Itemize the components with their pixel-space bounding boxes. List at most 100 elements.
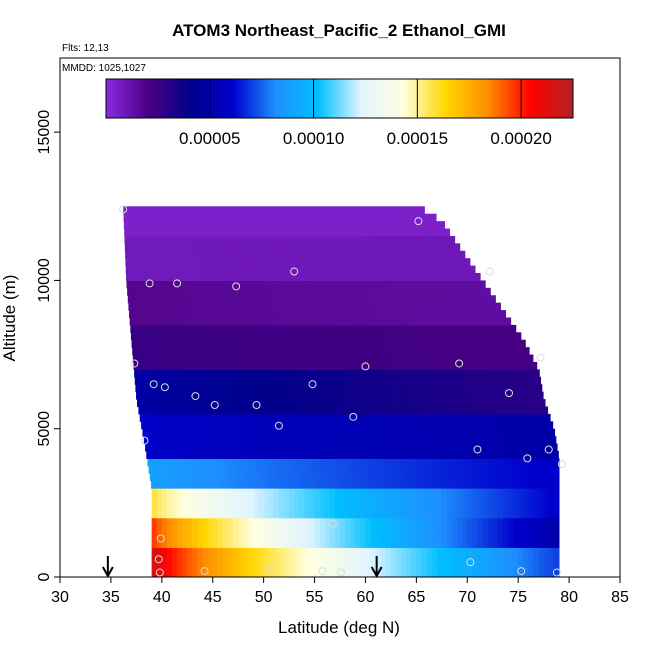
- heatmap-cell: [176, 324, 182, 333]
- heatmap-cell: [452, 539, 458, 548]
- heatmap-cell: [186, 384, 193, 393]
- heatmap-cell: [213, 428, 220, 437]
- heatmap-cell: [361, 354, 368, 363]
- heatmap-cell: [257, 250, 264, 259]
- heatmap-cell: [145, 258, 152, 267]
- heatmap-cell: [185, 443, 192, 452]
- heatmap-cell: [316, 302, 323, 311]
- heatmap-cell: [370, 488, 377, 497]
- heatmap-cell: [360, 421, 366, 430]
- heatmap-cell: [409, 473, 416, 482]
- heatmap-cell: [412, 428, 418, 437]
- heatmap-cell: [222, 273, 229, 282]
- heatmap-cell: [299, 539, 305, 548]
- heatmap-cell: [304, 280, 311, 289]
- heatmap-cell: [236, 473, 243, 482]
- heatmap-cell: [436, 569, 443, 577]
- heatmap-cell: [200, 376, 207, 385]
- heatmap-cell: [289, 539, 295, 548]
- heatmap-cell: [401, 547, 407, 556]
- heatmap-cell: [367, 213, 374, 222]
- heatmap-cell: [408, 406, 414, 415]
- heatmap-cell: [487, 562, 494, 571]
- heatmap-cell: [447, 399, 454, 408]
- heatmap-cell: [401, 569, 407, 577]
- heatmap-cell: [464, 465, 470, 474]
- heatmap-cell: [452, 562, 458, 571]
- heatmap-cell: [164, 213, 170, 222]
- heatmap-cell: [396, 339, 403, 348]
- heatmap-cell: [442, 280, 448, 289]
- heatmap-cell: [358, 228, 365, 237]
- heatmap-cell: [494, 295, 496, 304]
- heatmap-cell: [431, 510, 438, 519]
- heatmap-cell: [144, 221, 150, 230]
- heatmap-cell: [212, 562, 219, 571]
- heatmap-cell: [553, 488, 560, 497]
- heatmap-cell: [432, 347, 439, 356]
- heatmap-cell: [177, 532, 183, 541]
- heatmap-cell: [314, 502, 321, 511]
- heatmap-cell: [438, 406, 445, 415]
- heatmap-cell: [182, 554, 188, 563]
- heatmap-cell: [433, 406, 440, 415]
- heatmap-cell: [170, 376, 177, 385]
- heatmap-cell: [349, 450, 356, 459]
- observation-points: [119, 205, 566, 577]
- heatmap-cell: [332, 361, 338, 370]
- heatmap-cell: [492, 495, 499, 504]
- heatmap-cell: [182, 339, 189, 348]
- heatmap-cell: [518, 547, 524, 556]
- x-axis-label: Latitude (deg N): [278, 618, 400, 637]
- heatmap-cell: [141, 339, 148, 348]
- heatmap-cell: [472, 421, 478, 430]
- heatmap-cell: [191, 250, 197, 259]
- heatmap-cell: [240, 436, 247, 445]
- heatmap-cell: [482, 495, 489, 504]
- heatmap-cell: [332, 436, 338, 445]
- heatmap-cell: [309, 510, 316, 519]
- heatmap-cell: [406, 339, 413, 348]
- heatmap-cell: [508, 554, 514, 563]
- heatmap-cell: [527, 480, 534, 489]
- heatmap-cell: [201, 250, 208, 259]
- heatmap-cell: [317, 310, 324, 319]
- heatmap-cell: [288, 450, 295, 459]
- heatmap-cell: [170, 250, 177, 259]
- heatmap-cell: [159, 436, 165, 445]
- heatmap-cell: [402, 295, 409, 304]
- heatmap-cell: [144, 310, 151, 319]
- heatmap-cell: [365, 502, 372, 511]
- heatmap-cell: [398, 213, 405, 222]
- heatmap-cell: [146, 421, 152, 430]
- heatmap-cell: [461, 391, 468, 400]
- heatmap-cell: [202, 495, 209, 504]
- heatmap-cell: [513, 547, 519, 556]
- heatmap-cell: [265, 361, 272, 370]
- heatmap-cell: [411, 339, 418, 348]
- heatmap-cell: [491, 443, 497, 452]
- heatmap-cell: [428, 354, 434, 363]
- heatmap-cell: [486, 443, 492, 452]
- heatmap-cell: [222, 562, 229, 571]
- heatmap-cell: [299, 532, 305, 541]
- heatmap-cell: [435, 324, 442, 333]
- heatmap-cell: [426, 488, 433, 497]
- heatmap-cell: [161, 502, 168, 511]
- heatmap-cell: [508, 562, 514, 571]
- heatmap-cell: [525, 465, 532, 474]
- heatmap-cell: [334, 562, 341, 571]
- heatmap-cell: [452, 488, 458, 497]
- heatmap-cell: [350, 280, 357, 289]
- heatmap-cell: [410, 391, 417, 400]
- heatmap-cell: [265, 295, 271, 304]
- heatmap-cell: [477, 339, 484, 348]
- heatmap-cell: [270, 302, 277, 311]
- heatmap-cell: [442, 428, 449, 437]
- heatmap-cell: [370, 569, 377, 577]
- heatmap-cell: [220, 221, 227, 230]
- heatmap-cell: [472, 339, 479, 348]
- heatmap-cell: [481, 384, 488, 393]
- heatmap-cell: [378, 369, 385, 378]
